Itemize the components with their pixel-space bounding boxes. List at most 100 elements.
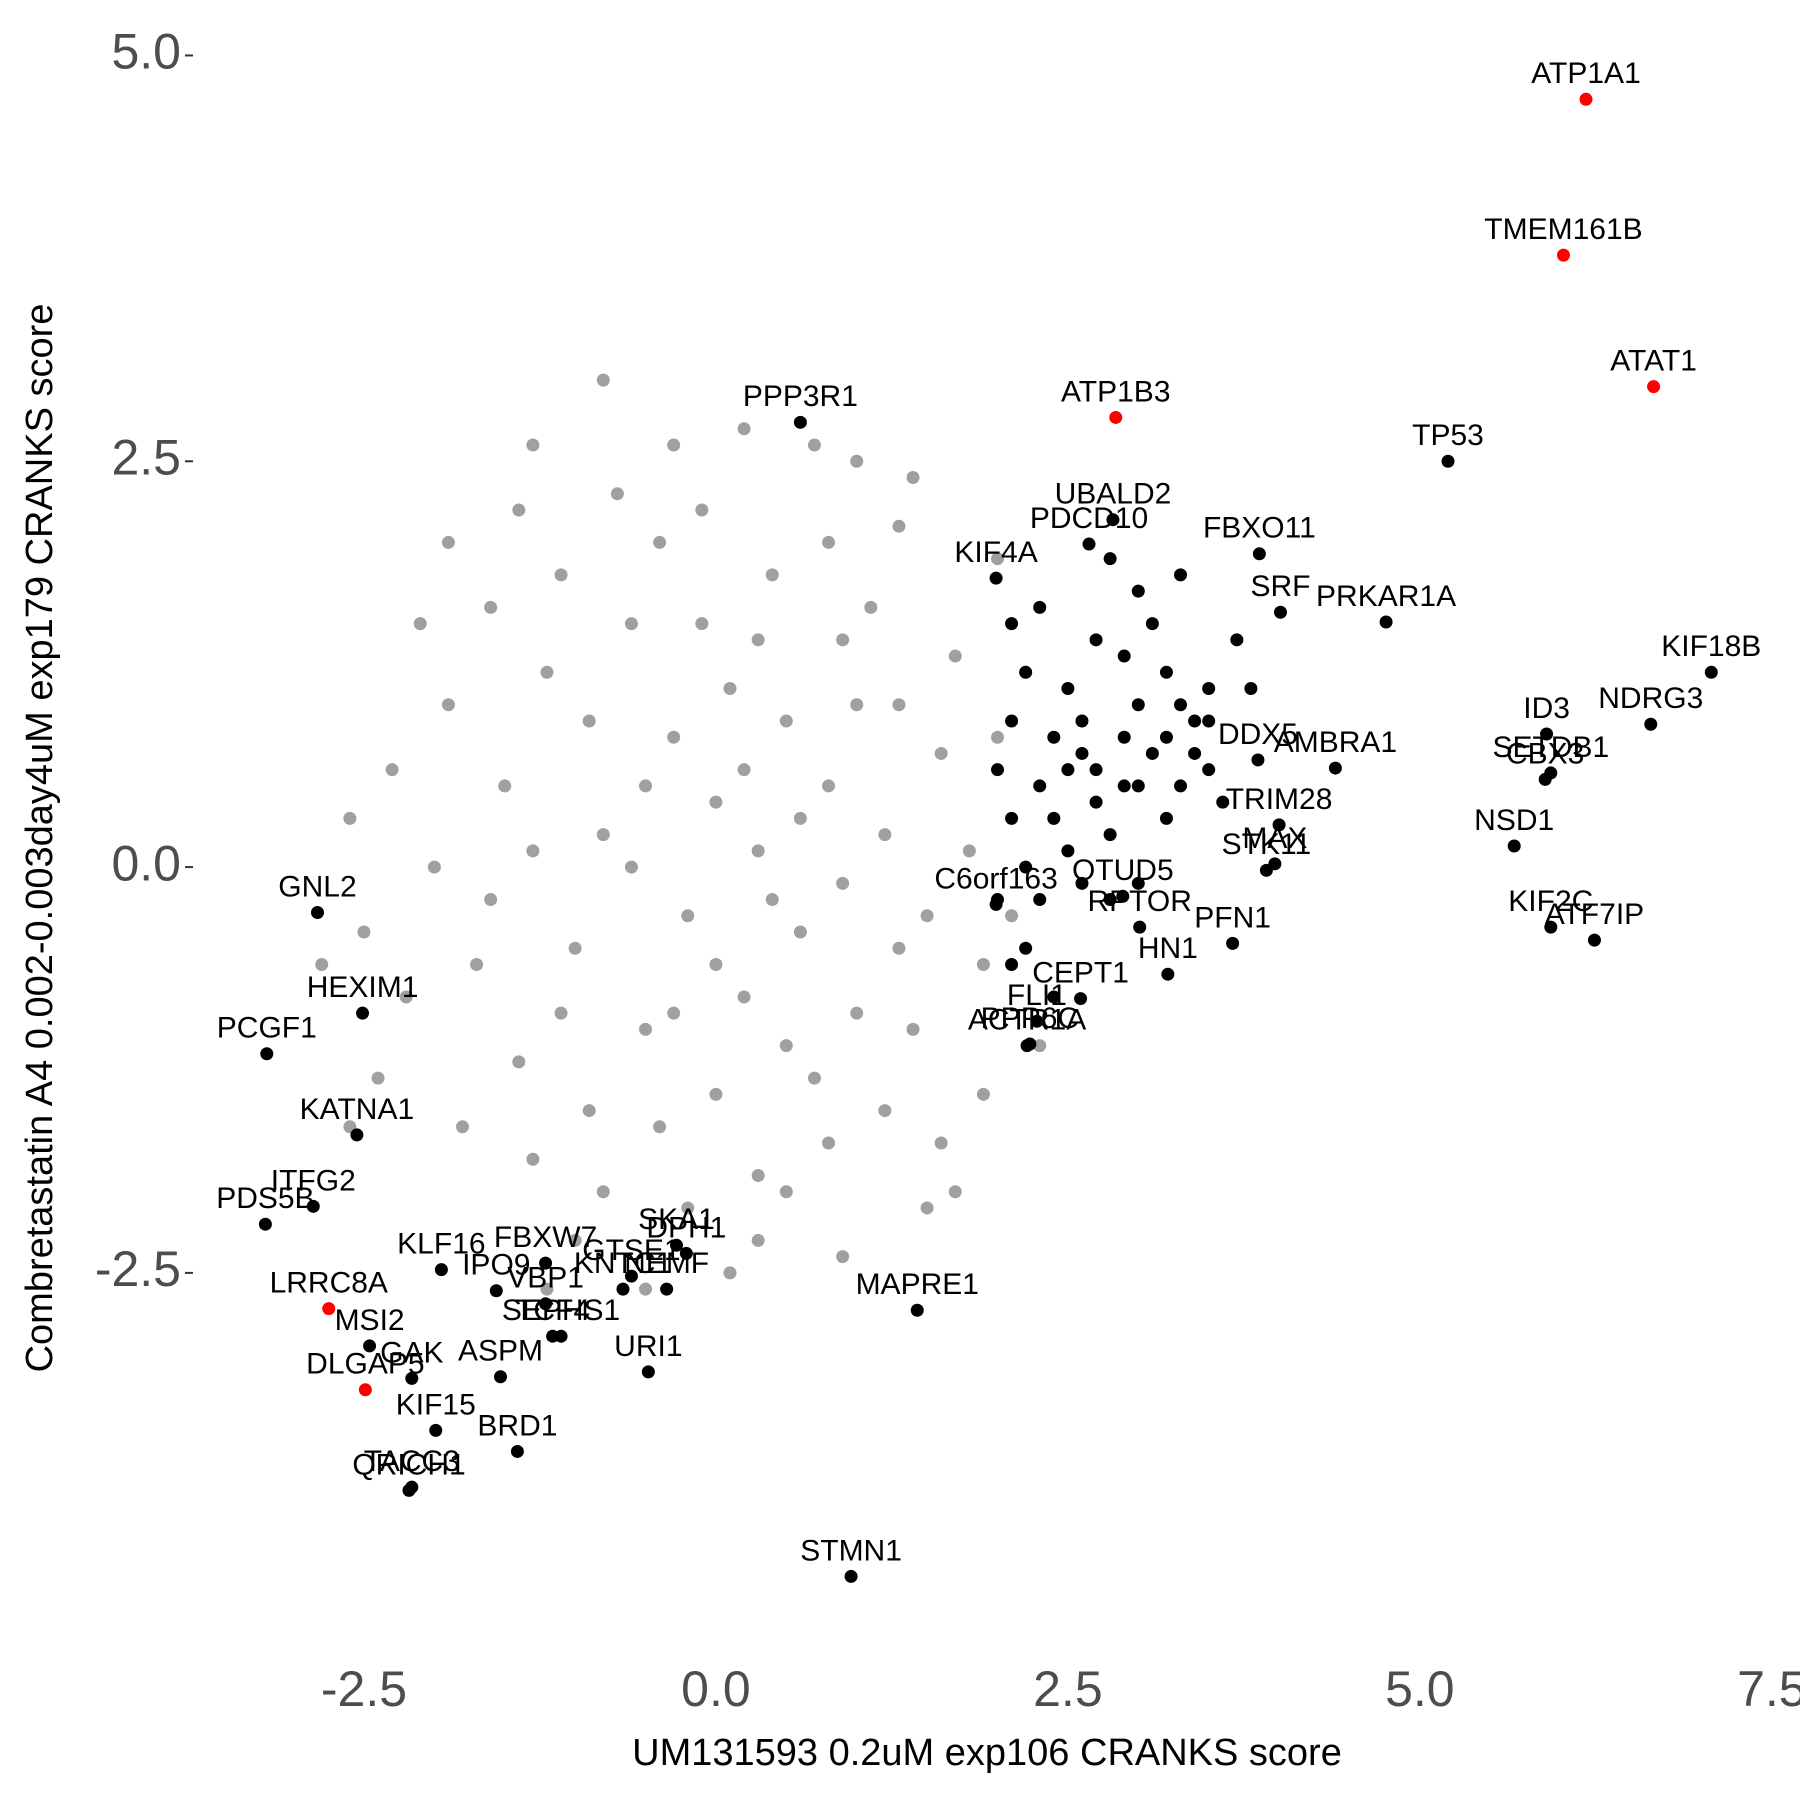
point	[498, 779, 512, 793]
point	[1019, 860, 1033, 874]
point	[1019, 665, 1033, 679]
point	[539, 1256, 553, 1270]
point-label: MAPRE1	[856, 1268, 979, 1301]
point	[836, 1250, 850, 1264]
point	[793, 811, 807, 825]
point-label: OTUD5	[1072, 854, 1174, 887]
point	[1117, 649, 1131, 663]
point	[737, 990, 751, 1004]
point	[639, 1022, 653, 1036]
point	[315, 957, 329, 971]
point	[568, 941, 582, 955]
point-label: ATAT1	[1610, 345, 1697, 378]
point	[920, 909, 934, 923]
point	[322, 1302, 336, 1316]
point	[624, 860, 638, 874]
point	[751, 1233, 765, 1247]
point	[751, 1168, 765, 1182]
point	[512, 503, 526, 517]
point	[405, 1371, 419, 1385]
point	[807, 1071, 821, 1085]
point	[737, 422, 751, 436]
point	[1174, 698, 1188, 712]
point	[1251, 753, 1265, 767]
point	[1328, 761, 1342, 775]
point	[793, 925, 807, 939]
point	[709, 957, 723, 971]
point	[350, 1128, 364, 1142]
point-label: IPO9	[462, 1249, 530, 1282]
point-label: AMBRA1	[1274, 726, 1397, 759]
point	[991, 552, 1004, 566]
point	[709, 1087, 723, 1101]
point	[1252, 547, 1266, 561]
point	[653, 1120, 667, 1134]
point	[1116, 889, 1130, 903]
point-label: MAX	[1242, 822, 1307, 855]
point	[751, 844, 765, 858]
point	[624, 617, 638, 631]
point-label: KIF2C	[1508, 885, 1593, 918]
point	[1202, 682, 1216, 696]
point	[1005, 957, 1019, 971]
point	[1033, 1039, 1047, 1053]
point	[1174, 779, 1188, 793]
point-label: KIF15	[396, 1388, 476, 1421]
point	[1230, 633, 1244, 647]
point	[1005, 909, 1019, 923]
point	[1033, 893, 1047, 907]
point-label: VBP1	[507, 1262, 584, 1295]
point	[1544, 766, 1558, 780]
point	[356, 1006, 370, 1020]
point	[434, 1263, 448, 1277]
point	[779, 1039, 793, 1053]
point	[343, 811, 357, 825]
point	[624, 1269, 638, 1283]
point	[836, 633, 850, 647]
point	[1089, 633, 1103, 647]
point	[441, 698, 455, 712]
point	[934, 746, 948, 760]
point-label: TP53	[1412, 419, 1484, 452]
point	[1005, 714, 1019, 728]
point	[948, 1185, 962, 1199]
point	[681, 909, 695, 923]
point	[1161, 967, 1175, 981]
point	[1089, 795, 1103, 809]
point	[1131, 698, 1145, 712]
point	[582, 1104, 596, 1118]
point	[681, 1201, 695, 1215]
point	[568, 1233, 582, 1247]
point	[639, 1282, 653, 1296]
point	[1507, 839, 1521, 853]
point	[1259, 863, 1273, 877]
point	[1159, 730, 1173, 744]
point-label: GTSE1	[582, 1234, 680, 1267]
point	[539, 1297, 553, 1311]
point	[765, 568, 779, 582]
point	[1019, 941, 1033, 955]
point-label: HN1	[1138, 932, 1198, 965]
point	[991, 763, 1004, 777]
y-tick-label: -2.5	[95, 1241, 181, 1297]
point-label: TMEM161B	[1484, 213, 1642, 246]
point	[695, 503, 709, 517]
point	[976, 957, 990, 971]
point	[822, 535, 836, 549]
point-label: KATNA1	[300, 1093, 414, 1126]
point	[526, 844, 540, 858]
point-label: KIF4A	[954, 536, 1037, 569]
point	[371, 1071, 385, 1085]
point	[991, 730, 1004, 744]
point	[723, 682, 737, 696]
point	[920, 1201, 934, 1215]
point	[1033, 779, 1047, 793]
point	[494, 1370, 508, 1384]
point-label: PDCD10	[1030, 502, 1148, 535]
point	[878, 828, 892, 842]
point	[667, 1006, 681, 1020]
point-label: NEMF	[624, 1247, 709, 1280]
point	[793, 415, 807, 429]
point	[1441, 454, 1455, 468]
point-label: PRKAR1A	[1316, 580, 1456, 613]
